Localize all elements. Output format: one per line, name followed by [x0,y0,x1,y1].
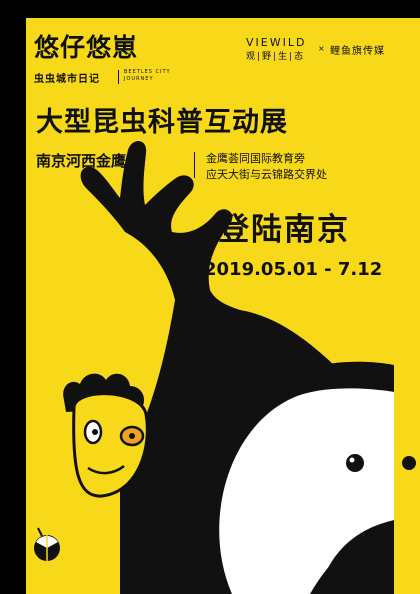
subtitle-en: BEETLES CITY JOURNEY [124,69,171,82]
arrival-title: 登陆南京 [218,212,350,248]
divider [194,152,195,178]
brand-name-en: VIEWILD [246,36,307,49]
brand-name-cn: 观|野|生|态 [246,52,306,62]
eye-icon [346,454,364,472]
headline: 大型昆虫科普互动展 [36,107,288,138]
divider [118,70,119,84]
logo-text: 悠仔悠崽 [34,33,139,62]
eye-icon [402,456,416,470]
subtitle-cn: 虫虫城市日记 [34,74,100,85]
brand-separator: × [318,44,325,53]
address-line-2: 应天大街与云锦路交界处 [206,168,327,181]
venue: 南京河西金鹰1F [36,152,147,170]
address-line-1: 金鹰荟同国际教育旁 [206,152,305,165]
partner-name: 鲤鱼旗传媒 [330,46,385,57]
bug-character [63,373,149,498]
date-range: 2019.05.01 - 7.12 [204,259,383,280]
round-character [196,361,416,594]
small-bug-icon [34,527,60,561]
